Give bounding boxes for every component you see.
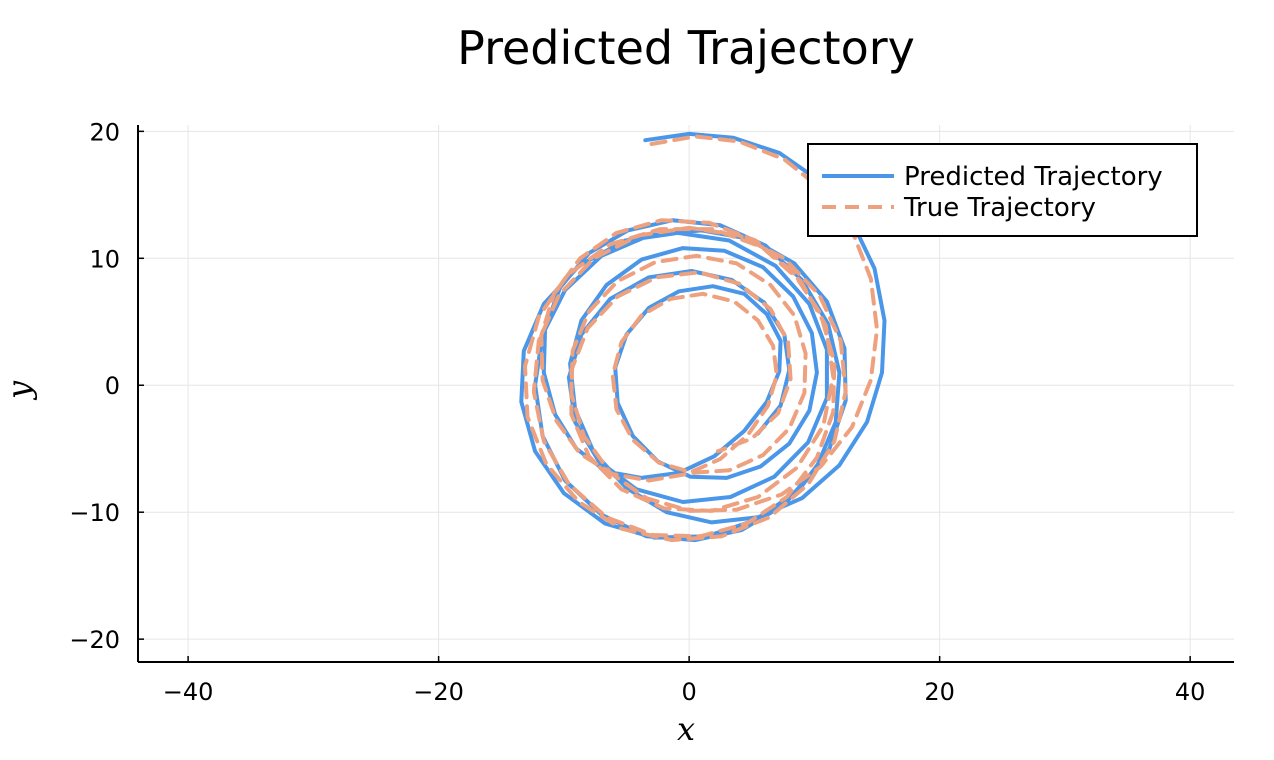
chart-title: Predicted Trajectory [457,21,915,75]
legend-label: True Trajectory [903,193,1096,223]
series-layer [519,131,887,543]
x-tick-label: 40 [1175,678,1206,706]
legend-label: Predicted Trajectory [904,162,1163,192]
x-tick-label: 20 [924,678,955,706]
y-tick-label: −10 [69,499,120,527]
tick-labels: −40 −20 0 20 40 −20 −10 0 10 20 [69,118,1205,706]
x-tick-label: −40 [163,678,214,706]
series-line-predicted [519,131,887,543]
x-tick-label: −20 [413,678,464,706]
y-tick-label: −20 [69,626,120,654]
legend-box [807,143,1198,237]
y-tick-label: 0 [105,372,120,400]
y-tick-label: 10 [89,245,120,273]
x-axis-label: x [677,710,695,748]
series-line-true [523,134,879,543]
axes [137,125,1234,663]
y-tick-label: 20 [89,118,120,146]
x-tick-label: 0 [681,678,696,706]
y-axis-label: y [0,380,38,401]
